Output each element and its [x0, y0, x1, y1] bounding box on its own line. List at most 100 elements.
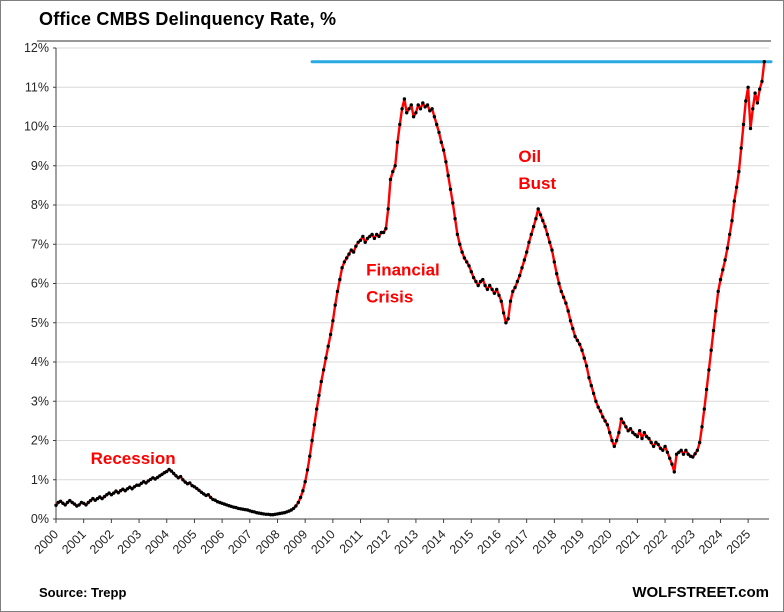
data-point [294, 504, 298, 508]
data-point [439, 140, 443, 144]
data-point [495, 287, 499, 292]
data-point [435, 122, 439, 127]
data-point [518, 273, 522, 278]
data-point [407, 107, 411, 111]
data-point [578, 342, 582, 346]
data-point [174, 474, 178, 478]
data-point [691, 455, 695, 459]
data-point [573, 334, 577, 339]
x-axis-label: 2007 [225, 527, 255, 557]
data-point [693, 452, 697, 456]
y-axis-label: 12% [24, 41, 49, 55]
data-point [195, 486, 199, 491]
data-point [668, 456, 672, 460]
data-point [515, 279, 520, 284]
data-point [86, 500, 91, 505]
data-point [737, 169, 741, 174]
y-axis-label: 4% [31, 355, 49, 369]
data-point [68, 498, 72, 503]
data-point [635, 434, 640, 439]
data-point [421, 101, 425, 105]
data-point [538, 213, 543, 217]
data-point [310, 438, 314, 443]
data-point [372, 236, 377, 241]
data-point [324, 356, 328, 360]
data-point [674, 452, 679, 456]
data-point [610, 438, 614, 443]
data-point [654, 440, 658, 445]
data-point [331, 319, 335, 323]
data-point [326, 344, 330, 348]
data-point [172, 471, 176, 476]
data-point [446, 173, 450, 178]
brand-label: WOLFSTREET.com [632, 584, 769, 601]
data-point [548, 240, 552, 244]
data-point [748, 126, 753, 131]
data-point [506, 317, 510, 321]
data-point [441, 148, 446, 152]
data-point [405, 111, 409, 115]
data-point [525, 250, 529, 254]
data-point [428, 109, 432, 113]
data-point [677, 450, 681, 454]
data-point [647, 436, 651, 441]
x-axis-label: 2009 [281, 527, 311, 557]
data-point [65, 500, 70, 505]
data-point [301, 489, 305, 493]
x-axis-label: 2006 [198, 527, 228, 557]
data-point [393, 164, 397, 168]
data-point [644, 434, 649, 439]
data-point [469, 270, 473, 274]
x-axis-label: 2018 [530, 527, 560, 557]
data-point [354, 244, 358, 248]
data-point [414, 111, 418, 115]
data-point [88, 498, 93, 503]
data-point [386, 207, 390, 211]
data-point [169, 469, 174, 473]
data-point [432, 115, 437, 119]
x-axis-label: 2015 [447, 527, 477, 557]
x-axis-label: 2020 [585, 527, 615, 557]
data-point [349, 248, 353, 252]
data-point [165, 469, 169, 474]
data-point [448, 187, 453, 191]
data-point [628, 427, 633, 431]
data-point [340, 266, 344, 270]
data-point [707, 368, 711, 372]
data-point [497, 293, 501, 297]
data-point [709, 348, 713, 352]
data-point [77, 503, 81, 507]
x-axis-label: 2024 [696, 527, 726, 557]
data-point [550, 248, 554, 252]
x-axis-label: 2019 [558, 527, 588, 557]
data-point [753, 91, 757, 95]
data-point [481, 277, 485, 282]
data-point [626, 429, 630, 433]
data-point [130, 487, 134, 491]
data-point [144, 481, 148, 485]
data-point [137, 483, 141, 487]
y-axis-label: 8% [31, 198, 49, 212]
data-point [84, 503, 88, 507]
data-point [638, 429, 642, 433]
data-point [451, 201, 455, 205]
x-axis-label: 2005 [170, 527, 200, 557]
data-point [492, 291, 497, 295]
y-axis-label: 5% [31, 316, 49, 330]
data-point [188, 481, 192, 485]
y-axis-label: 6% [31, 277, 49, 291]
data-point [409, 103, 413, 107]
data-point [370, 232, 374, 237]
y-axis-label: 7% [31, 237, 49, 251]
data-point [321, 368, 326, 372]
data-point [751, 107, 755, 111]
data-point [333, 303, 337, 307]
data-point [725, 246, 730, 250]
x-axis-label: 2011 [337, 527, 366, 556]
y-axis-label: 11% [25, 80, 49, 94]
data-point [474, 279, 478, 284]
data-point [614, 438, 619, 443]
annotation-recession: Recession [91, 449, 176, 468]
x-axis-label: 2014 [419, 527, 449, 557]
